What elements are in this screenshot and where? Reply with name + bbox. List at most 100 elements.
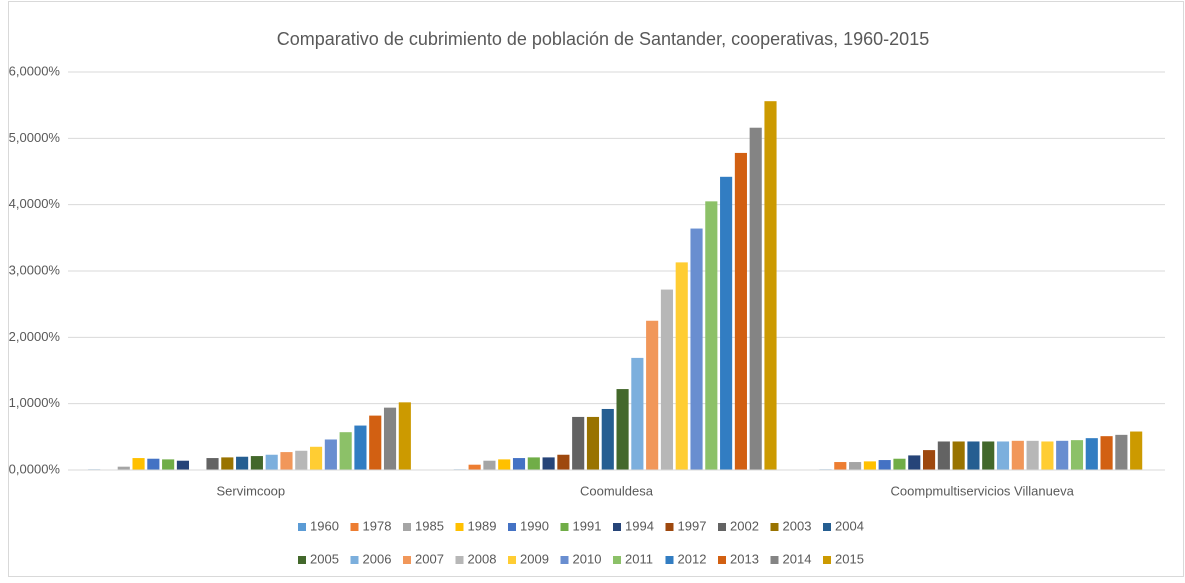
legend-swatch	[665, 556, 674, 564]
bar	[1100, 436, 1113, 470]
bar	[690, 228, 703, 470]
legend-label: 2007	[415, 551, 444, 566]
bar	[878, 460, 891, 470]
bar	[176, 460, 189, 470]
legend-swatch	[560, 523, 569, 531]
chart-title: Comparativo de cubrimiento de población …	[277, 29, 929, 49]
x-tick-label: Coomuldesa	[580, 483, 654, 498]
legend-label: 2009	[520, 551, 549, 566]
legend-swatch	[560, 556, 569, 564]
bar	[117, 466, 130, 470]
legend-swatch	[613, 556, 621, 564]
bar	[908, 455, 921, 470]
legend-swatch	[508, 556, 516, 564]
legend-label: 2008	[468, 551, 497, 566]
bar	[749, 127, 762, 470]
bar	[369, 415, 382, 470]
legend-swatch	[350, 523, 359, 531]
legend-swatch	[350, 556, 359, 564]
legend-swatch	[770, 556, 779, 564]
legend-swatch	[508, 523, 516, 531]
legend-label: 1989	[468, 518, 497, 533]
bar	[162, 459, 175, 470]
bar	[1011, 440, 1024, 470]
bar	[295, 450, 308, 470]
bar	[236, 456, 249, 470]
legend-label: 2002	[730, 518, 759, 533]
bar	[660, 289, 674, 470]
bar	[967, 441, 980, 470]
legend-label: 2012	[678, 551, 707, 566]
bar	[310, 446, 323, 470]
bar	[1056, 440, 1069, 470]
bar	[996, 441, 1010, 470]
legend-label: 1997	[678, 518, 707, 533]
bar	[705, 201, 718, 470]
legend-swatch	[403, 556, 411, 564]
legend-swatch	[823, 556, 831, 564]
bar	[1070, 440, 1084, 470]
bar	[616, 389, 629, 470]
bar	[542, 457, 555, 470]
bar	[324, 439, 337, 470]
bar	[398, 402, 411, 470]
legend-swatch	[298, 556, 306, 564]
bar	[221, 457, 234, 470]
legend-label: 1990	[520, 518, 549, 533]
bar	[527, 457, 540, 470]
y-tick-label: 6,0000%	[9, 63, 61, 78]
legend-swatch	[455, 523, 464, 531]
legend-swatch	[403, 523, 411, 531]
bar	[1026, 440, 1039, 470]
legend-label: 1991	[573, 518, 602, 533]
legend-swatch	[298, 523, 306, 531]
bar	[586, 416, 600, 470]
legend-label: 2006	[363, 551, 392, 566]
legend-swatch	[455, 556, 464, 564]
bar	[834, 462, 847, 470]
bar	[849, 462, 862, 470]
legend-label: 2015	[835, 551, 864, 566]
legend-label: 2010	[573, 551, 602, 566]
y-tick-label: 0,0000%	[9, 461, 61, 476]
bar	[468, 464, 481, 470]
bar	[339, 432, 352, 470]
bar	[937, 441, 950, 470]
y-tick-label: 3,0000%	[9, 262, 61, 277]
bar	[863, 461, 876, 470]
y-tick-label: 1,0000%	[9, 395, 61, 410]
bar	[572, 416, 585, 470]
bar	[483, 460, 496, 470]
legend-swatch	[718, 523, 726, 531]
bar	[1130, 431, 1143, 470]
bar	[250, 456, 263, 470]
y-tick-label: 5,0000%	[9, 130, 61, 145]
bar	[720, 176, 733, 470]
bar	[675, 262, 688, 470]
bar	[132, 458, 145, 470]
bar	[734, 152, 747, 470]
legend-swatch	[770, 523, 779, 531]
x-tick-label: Coompmultiservicios Villanueva	[891, 483, 1075, 498]
bar	[922, 450, 936, 470]
legend-label: 2014	[783, 551, 812, 566]
bar	[982, 441, 995, 470]
legend-label: 2003	[783, 518, 812, 533]
legend-label: 1985	[415, 518, 444, 533]
bar	[646, 320, 659, 470]
legend-label: 2005	[310, 551, 339, 566]
legend-swatch	[665, 523, 674, 531]
legend-label: 2013	[730, 551, 759, 566]
y-tick-label: 2,0000%	[9, 329, 61, 344]
bar	[1085, 438, 1098, 470]
legend-swatch	[613, 523, 621, 531]
legend-swatch	[718, 556, 726, 564]
bar	[557, 454, 570, 470]
bar	[147, 458, 160, 470]
legend-label: 1994	[625, 518, 654, 533]
bar	[512, 458, 526, 470]
bar	[206, 458, 219, 470]
y-tick-label: 4,0000%	[9, 196, 61, 211]
chart-frame	[8, 1, 1184, 577]
legend-label: 2004	[835, 518, 864, 533]
